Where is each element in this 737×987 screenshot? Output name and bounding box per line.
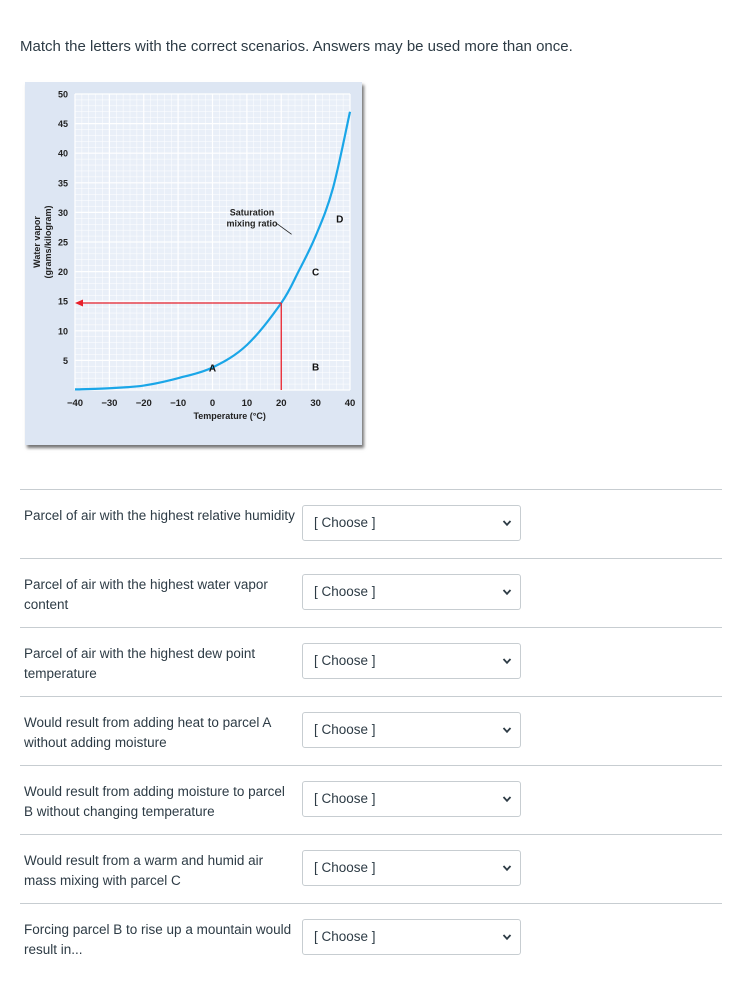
- dropdown-selected-value: [ Choose ]: [314, 584, 376, 599]
- question-text: Parcel of air with the highest water vap…: [24, 577, 268, 612]
- y-tick-label: 15: [58, 297, 68, 307]
- question-text: Would result from adding moisture to par…: [24, 784, 285, 819]
- y-axis-label-line1: Water vapor: [32, 216, 42, 268]
- x-axis-label: Temperature (°C): [193, 411, 265, 421]
- point-label-b: B: [312, 362, 319, 373]
- y-axis-label-line2: (grams/kilogram): [43, 205, 53, 278]
- y-tick-label: 40: [58, 149, 68, 159]
- question-row: Parcel of air with the highest water vap…: [20, 558, 722, 628]
- annotation-label-line2: mixing ratio: [227, 218, 279, 228]
- x-tick-label: 20: [276, 398, 287, 409]
- saturation-curve: [74, 111, 352, 391]
- y-tick-label: 50: [58, 90, 68, 100]
- chevron-down-icon: [502, 589, 512, 596]
- instructions-text: Match the letters with the correct scena…: [20, 38, 573, 55]
- question-row: Forcing parcel B to rise up a mountain w…: [20, 903, 722, 973]
- y-tick-label: 10: [58, 326, 68, 336]
- annotation-leader: [275, 222, 292, 235]
- x-tick-label: −30: [101, 398, 117, 409]
- dropdown-selected-value: [ Choose ]: [314, 791, 376, 806]
- chart-svg: 50 45 40 35 30 25 20 15 10 5 −40 −30 −20 −10 0 10 20 30 40…: [32, 90, 356, 422]
- answer-dropdown[interactable]: [ Choose ]: [302, 850, 521, 886]
- point-label-a: A: [209, 364, 216, 375]
- question-row: Would result from adding heat to parcel …: [20, 696, 722, 766]
- x-tick-label: 0: [210, 398, 215, 409]
- y-tick-label: 20: [58, 267, 68, 277]
- y-tick-label: 25: [58, 238, 68, 248]
- question-text: Parcel of air with the highest dew point…: [24, 646, 256, 681]
- answer-dropdown[interactable]: [ Choose ]: [302, 712, 521, 748]
- y-tick-label: 5: [63, 356, 68, 366]
- y-tick-label: 45: [58, 119, 68, 129]
- question-row: Parcel of air with the highest relative …: [20, 489, 722, 559]
- x-tick-label: −20: [136, 398, 152, 409]
- x-tick-label: 10: [242, 398, 253, 409]
- dropdown-selected-value: [ Choose ]: [314, 653, 376, 668]
- x-tick-label: −40: [67, 398, 83, 409]
- dropdown-selected-value: [ Choose ]: [314, 722, 376, 737]
- answer-dropdown[interactable]: [ Choose ]: [302, 781, 521, 817]
- chevron-down-icon: [502, 865, 512, 872]
- answer-dropdown[interactable]: [ Choose ]: [302, 505, 521, 541]
- question-text: Would result from a warm and humid air m…: [24, 853, 264, 888]
- saturation-chart: 50 45 40 35 30 25 20 15 10 5 −40 −30 −20 −10 0 10 20 30 40…: [25, 82, 362, 445]
- x-tick-label: 40: [345, 398, 356, 409]
- answer-dropdown[interactable]: [ Choose ]: [302, 574, 521, 610]
- dropdown-selected-value: [ Choose ]: [314, 929, 376, 944]
- chevron-down-icon: [502, 727, 512, 734]
- point-label-c: C: [312, 268, 319, 279]
- chevron-down-icon: [502, 658, 512, 665]
- dropdown-selected-value: [ Choose ]: [314, 515, 376, 530]
- answer-dropdown[interactable]: [ Choose ]: [302, 643, 521, 679]
- chevron-down-icon: [502, 796, 512, 803]
- point-label-d: D: [336, 214, 343, 225]
- reference-arrowhead: [75, 299, 83, 307]
- question-row: Parcel of air with the highest dew point…: [20, 627, 722, 697]
- dropdown-selected-value: [ Choose ]: [314, 860, 376, 875]
- x-tick-label: 30: [310, 398, 321, 409]
- question-text: Forcing parcel B to rise up a mountain w…: [24, 922, 292, 957]
- y-tick-label: 35: [58, 178, 68, 188]
- question-row: Would result from adding moisture to par…: [20, 765, 722, 835]
- annotation-label-line1: Saturation: [230, 207, 275, 217]
- chevron-down-icon: [502, 934, 512, 941]
- question-row: Would result from a warm and humid air m…: [20, 834, 722, 904]
- chevron-down-icon: [502, 520, 512, 527]
- answer-dropdown[interactable]: [ Choose ]: [302, 919, 521, 955]
- y-tick-label: 30: [58, 208, 68, 218]
- question-text: Would result from adding heat to parcel …: [24, 715, 271, 750]
- question-text: Parcel of air with the highest relative …: [24, 508, 295, 523]
- x-tick-label: −10: [170, 398, 186, 409]
